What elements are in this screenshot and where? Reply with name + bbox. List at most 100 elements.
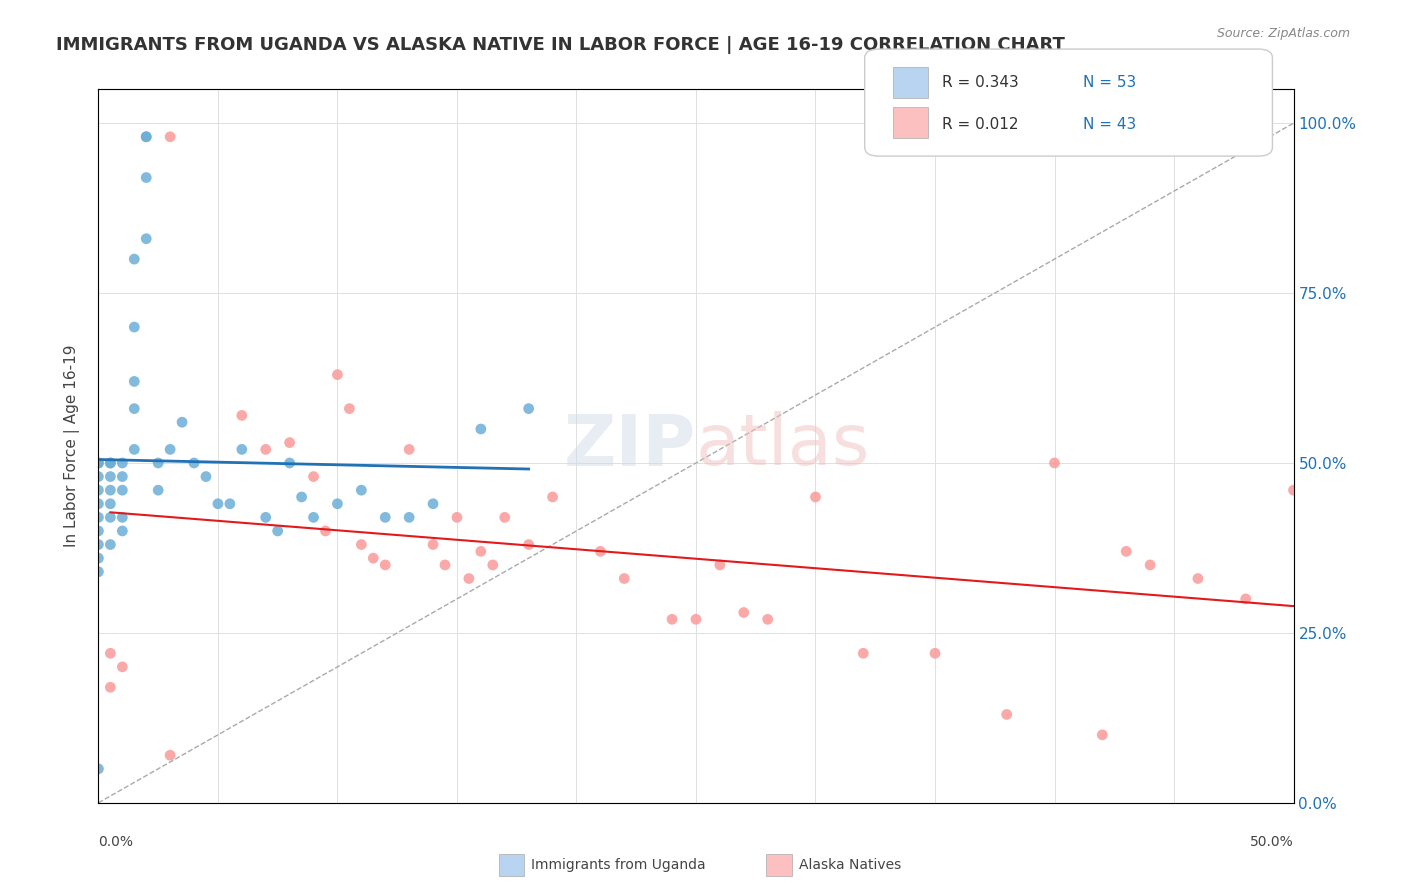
Point bbox=[124, 320, 146, 334]
Point bbox=[494, 510, 516, 524]
Point bbox=[1234, 591, 1257, 606]
Point bbox=[111, 524, 134, 538]
Text: Source: ZipAtlas.com: Source: ZipAtlas.com bbox=[1216, 27, 1350, 40]
Point bbox=[422, 537, 444, 551]
Text: R = 0.012: R = 0.012 bbox=[942, 118, 1018, 132]
Point bbox=[470, 422, 492, 436]
Point bbox=[111, 483, 134, 498]
Point bbox=[135, 232, 157, 246]
Point bbox=[374, 510, 396, 524]
Point bbox=[422, 497, 444, 511]
Point bbox=[98, 469, 122, 483]
Point bbox=[111, 660, 134, 674]
Point bbox=[589, 544, 612, 558]
Point bbox=[326, 497, 349, 511]
Point bbox=[924, 646, 946, 660]
Point bbox=[207, 497, 229, 511]
Point bbox=[219, 497, 242, 511]
Point bbox=[135, 170, 157, 185]
Point bbox=[98, 510, 122, 524]
Point bbox=[87, 510, 110, 524]
Point bbox=[470, 544, 492, 558]
Point bbox=[194, 469, 218, 483]
Point bbox=[446, 510, 468, 524]
Text: atlas: atlas bbox=[696, 411, 870, 481]
Point bbox=[661, 612, 683, 626]
Point bbox=[350, 483, 373, 498]
Point bbox=[685, 612, 707, 626]
Point bbox=[804, 490, 827, 504]
Point bbox=[733, 606, 755, 620]
Point bbox=[148, 483, 170, 498]
Point bbox=[852, 646, 875, 660]
Point bbox=[111, 510, 134, 524]
Point bbox=[398, 442, 420, 457]
Point bbox=[363, 551, 385, 566]
Point bbox=[278, 456, 301, 470]
Point bbox=[291, 490, 314, 504]
Point bbox=[458, 572, 481, 586]
Point bbox=[517, 401, 540, 416]
Point bbox=[1139, 558, 1161, 572]
Text: ZIP: ZIP bbox=[564, 411, 696, 481]
Point bbox=[87, 483, 110, 498]
Point bbox=[254, 510, 277, 524]
Point bbox=[159, 442, 181, 457]
Point bbox=[374, 558, 396, 572]
Point bbox=[398, 510, 420, 524]
Point bbox=[87, 565, 110, 579]
Point bbox=[302, 510, 325, 524]
Point bbox=[148, 456, 170, 470]
Point bbox=[350, 537, 373, 551]
Point bbox=[124, 442, 146, 457]
Point bbox=[87, 469, 110, 483]
Point bbox=[87, 497, 110, 511]
Point bbox=[159, 129, 181, 144]
Point bbox=[87, 551, 110, 566]
Point bbox=[135, 129, 157, 144]
Point bbox=[1043, 456, 1066, 470]
Point bbox=[172, 415, 194, 429]
Point bbox=[995, 707, 1018, 722]
Point bbox=[541, 490, 564, 504]
Point bbox=[339, 401, 360, 416]
Point bbox=[183, 456, 205, 470]
Text: Immigrants from Uganda: Immigrants from Uganda bbox=[531, 858, 706, 872]
Point bbox=[98, 497, 122, 511]
Text: N = 53: N = 53 bbox=[1083, 76, 1136, 90]
Point bbox=[481, 558, 505, 572]
Point bbox=[124, 252, 146, 266]
Point bbox=[613, 572, 636, 586]
Point bbox=[111, 456, 134, 470]
Y-axis label: In Labor Force | Age 16-19: In Labor Force | Age 16-19 bbox=[63, 344, 80, 548]
Point bbox=[517, 537, 540, 551]
Point bbox=[98, 537, 122, 551]
Point bbox=[87, 456, 110, 470]
Point bbox=[1187, 572, 1209, 586]
Point bbox=[315, 524, 337, 538]
Text: Alaska Natives: Alaska Natives bbox=[799, 858, 901, 872]
Point bbox=[231, 409, 253, 423]
Point bbox=[756, 612, 779, 626]
Point bbox=[98, 483, 122, 498]
Point bbox=[267, 524, 290, 538]
Point bbox=[278, 435, 301, 450]
Text: R = 0.343: R = 0.343 bbox=[942, 76, 1019, 90]
Point bbox=[98, 456, 122, 470]
Text: IMMIGRANTS FROM UGANDA VS ALASKA NATIVE IN LABOR FORCE | AGE 16-19 CORRELATION C: IMMIGRANTS FROM UGANDA VS ALASKA NATIVE … bbox=[56, 36, 1066, 54]
Point bbox=[254, 442, 277, 457]
Point bbox=[1115, 544, 1137, 558]
Point bbox=[87, 456, 110, 470]
Point bbox=[159, 748, 181, 763]
Point bbox=[111, 469, 134, 483]
Point bbox=[87, 537, 110, 551]
Point bbox=[1091, 728, 1114, 742]
Point bbox=[98, 680, 122, 694]
Point bbox=[98, 646, 122, 660]
Text: N = 43: N = 43 bbox=[1083, 118, 1136, 132]
Point bbox=[98, 456, 122, 470]
Point bbox=[1282, 483, 1305, 498]
Point bbox=[433, 558, 456, 572]
Point bbox=[135, 129, 157, 144]
Point bbox=[231, 442, 253, 457]
